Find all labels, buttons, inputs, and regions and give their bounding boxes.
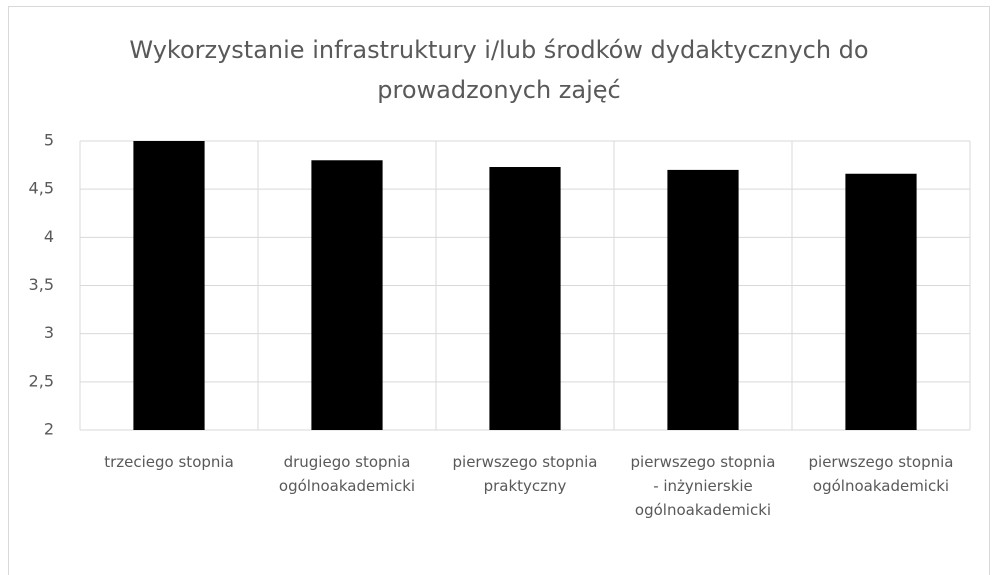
bar: [133, 141, 205, 430]
bar: [845, 173, 917, 430]
bar: [489, 167, 561, 430]
chart-border: [8, 6, 990, 575]
x-tick-label: pierwszego stopnia ogólnoakademicki: [808, 453, 954, 495]
y-tick-label: 4: [44, 227, 54, 246]
bar: [311, 160, 383, 430]
y-tick-label: 2: [44, 420, 54, 439]
x-tick-label: pierwszego stopnia - inżynierskie ogólno…: [630, 453, 776, 519]
y-tick-label: 4,5: [29, 179, 54, 198]
x-tick-label: trzeciego stopnia: [104, 453, 234, 471]
y-tick-label: 2,5: [29, 371, 54, 390]
y-tick-label: 3: [44, 323, 54, 342]
bar: [667, 169, 739, 430]
chart-title: Wykorzystanie infrastruktury i/lub środk…: [129, 36, 869, 104]
y-tick-label: 3,5: [29, 275, 54, 294]
y-tick-label: 5: [44, 131, 54, 150]
x-tick-label: pierwszego stopnia praktyczny: [452, 453, 598, 495]
x-tick-label: drugiego stopnia ogólnoakademicki: [278, 453, 416, 495]
